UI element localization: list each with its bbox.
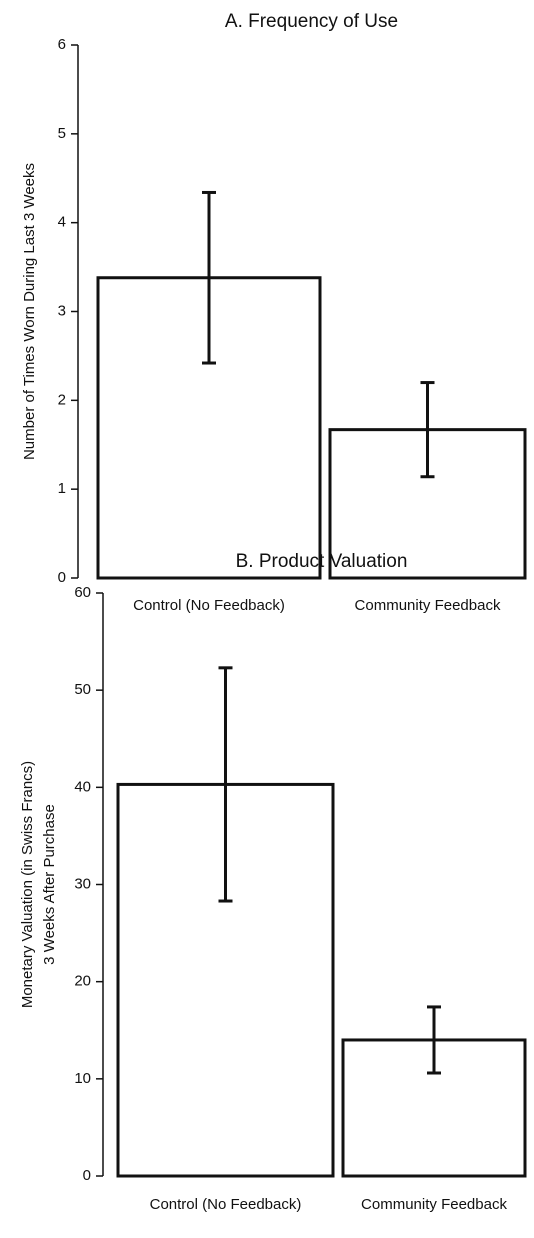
y-tick-label: 1	[58, 480, 66, 497]
y-axis-label: Number of Times Worn During Last 3 Weeks	[21, 163, 38, 460]
y-tick-label: 3	[58, 302, 66, 319]
y-tick-label: 0	[58, 569, 66, 586]
x-tick-label: Control (No Feedback)	[133, 597, 285, 614]
y-axis-label: Monetary Valuation (in Swiss Francs)	[19, 761, 36, 1008]
chart-title: A. Frequency of Use	[225, 11, 398, 32]
y-tick-label: 2	[58, 391, 66, 408]
y-tick-label: 5	[58, 125, 66, 142]
y-tick-label: 10	[74, 1070, 91, 1087]
x-tick-label: Community Feedback	[355, 597, 501, 614]
y-axis-label: 3 Weeks After Purchase	[41, 804, 58, 965]
y-tick-label: 50	[74, 681, 91, 698]
y-tick-label: 0	[83, 1167, 91, 1184]
x-tick-label: Community Feedback	[361, 1196, 507, 1213]
x-tick-label: Control (No Feedback)	[150, 1196, 302, 1213]
y-tick-label: 40	[74, 778, 91, 795]
chart: B. Product Valuation Monetary Valuation (…	[19, 551, 527, 1213]
y-tick-label: 60	[74, 584, 91, 601]
y-tick-label: 30	[74, 875, 91, 892]
chart: A. Frequency of Use Number of Times Worn …	[21, 11, 527, 614]
y-tick-label: 4	[58, 214, 66, 231]
y-tick-label: 6	[58, 36, 66, 53]
y-tick-label: 20	[74, 973, 91, 990]
chart-title: B. Product Valuation	[236, 551, 408, 572]
